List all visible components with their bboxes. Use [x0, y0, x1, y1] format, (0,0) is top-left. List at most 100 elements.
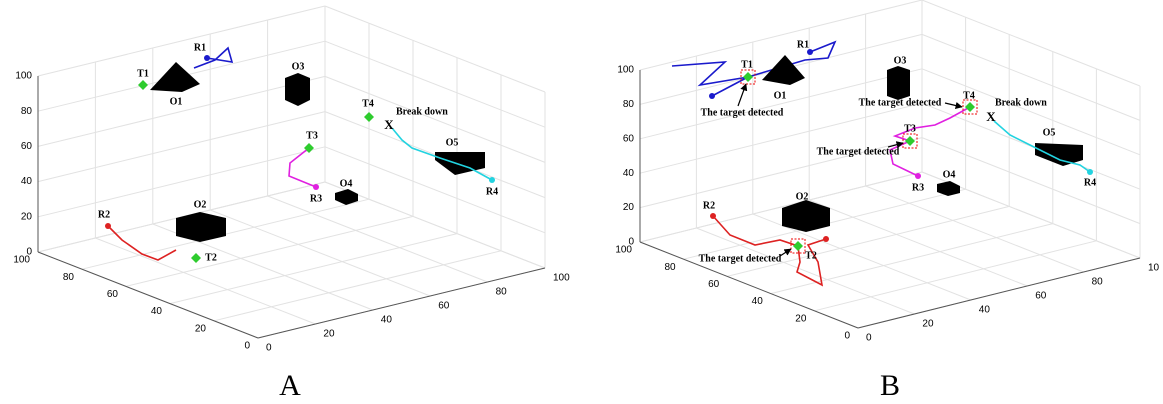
obstacle-label: O1: [774, 90, 787, 101]
robot-label: R3: [310, 193, 322, 204]
x-tick-label: 0: [266, 343, 272, 354]
z-tick-label: 100: [617, 65, 634, 76]
robot-path: [712, 215, 827, 287]
target: [905, 136, 915, 146]
target-label: T1: [137, 68, 149, 79]
annotation: The target detected: [859, 97, 942, 108]
grid-line: [37, 111, 326, 183]
target: [138, 80, 148, 90]
grid-line: [324, 75, 546, 163]
obstacle-label: O4: [340, 178, 353, 189]
z-tick-label: 20: [623, 202, 635, 213]
annotation: The target detected: [817, 146, 900, 157]
obstacle: [285, 73, 310, 106]
robot-label: R1: [797, 39, 809, 50]
grid-line: [210, 209, 431, 297]
grid-line: [921, 68, 1141, 156]
grid-line: [639, 0, 923, 71]
obstacle-label: O3: [894, 55, 907, 66]
y-tick-label: 60: [107, 289, 119, 300]
target-label: T4: [362, 98, 374, 109]
panel-title: A: [279, 369, 301, 402]
grid-line: [324, 181, 546, 269]
x-tick-label: 60: [438, 301, 450, 312]
robot-path: [193, 46, 234, 69]
y-tick-label: 0: [844, 331, 850, 342]
obstacle-label: O3: [292, 61, 305, 72]
target-label: T1: [741, 59, 753, 70]
y-tick-label: 80: [63, 272, 75, 283]
obstacle: [937, 181, 960, 196]
x-tick-label: 20: [922, 319, 934, 330]
target-label: T3: [306, 130, 318, 141]
target: [364, 112, 374, 122]
grid-line: [696, 227, 915, 315]
obstacle-label: O5: [446, 137, 459, 148]
robot: [313, 184, 319, 190]
target-label: T2: [805, 250, 817, 261]
x-tick-label: 100: [553, 273, 570, 284]
robot-label: R4: [1084, 177, 1096, 188]
obstacle-label: O2: [796, 191, 809, 202]
grid-line: [814, 240, 1097, 312]
grid-line: [865, 185, 1084, 273]
y-tick-label: 40: [752, 296, 764, 307]
target: [304, 143, 314, 153]
robot: [807, 49, 813, 55]
robot-label: R2: [703, 200, 715, 211]
robot-path: [889, 106, 971, 177]
robot-label: R4: [486, 186, 498, 197]
obstacle: [335, 189, 358, 205]
y-tick-label: 60: [708, 279, 720, 290]
obstacle-label: O4: [943, 169, 956, 180]
grid-line: [324, 40, 546, 128]
robot: [1087, 169, 1093, 175]
grid-line: [921, 0, 1141, 87]
detection-box: [740, 69, 756, 85]
z-tick-label: 40: [623, 168, 635, 179]
obstacle: [782, 200, 830, 232]
obstacle-label: O5: [1043, 127, 1056, 138]
grid-line: [37, 146, 326, 218]
robot-label: R1: [194, 42, 206, 53]
axis-edge: [257, 267, 546, 339]
obstacle: [150, 62, 200, 92]
failure-mark: X: [986, 109, 996, 124]
detection-box: [790, 238, 806, 254]
y-tick-label: 0: [244, 341, 250, 352]
robot-path: [288, 147, 317, 188]
arrow: [779, 248, 792, 257]
obstacle-label: O1: [170, 96, 183, 107]
annotation: Break down: [995, 97, 1047, 108]
x-tick-label: 40: [979, 305, 991, 316]
obstacle: [176, 212, 226, 242]
grid-line: [921, 137, 1141, 225]
annotation: The target detected: [701, 107, 784, 118]
axis-edge: [857, 257, 1141, 329]
grid-line: [921, 33, 1141, 121]
grid-line: [639, 137, 923, 209]
target: [793, 241, 803, 251]
y-tick-label: 20: [795, 313, 807, 324]
robot: [105, 223, 111, 229]
grid-line: [95, 237, 316, 325]
grid-line: [639, 102, 923, 174]
grid-line: [169, 233, 458, 305]
obstacle: [1035, 143, 1083, 166]
y-tick-label: 100: [615, 245, 632, 256]
x-tick-label: 0: [866, 333, 872, 344]
panel-b: R1 R2 R3 R4 O1 O2 O3 O4 O5 T1 T2 T3 T4 X…: [671, 39, 1096, 402]
obstacle: [762, 55, 805, 85]
robot: [710, 213, 716, 219]
y-tick-label: 80: [664, 262, 676, 273]
grid-line: [37, 5, 326, 77]
target: [965, 102, 975, 112]
robot: [204, 55, 210, 61]
annotation: The target detected: [699, 253, 782, 264]
obstacle: [887, 66, 910, 100]
z-tick-label: 60: [623, 133, 635, 144]
grid-line: [727, 205, 1010, 277]
target-label: T3: [904, 123, 916, 134]
panel-a: R1 R2 R3 R4 O1 O2 O3 O4 O5 T1 T2 T3 T4 X…: [98, 42, 498, 402]
